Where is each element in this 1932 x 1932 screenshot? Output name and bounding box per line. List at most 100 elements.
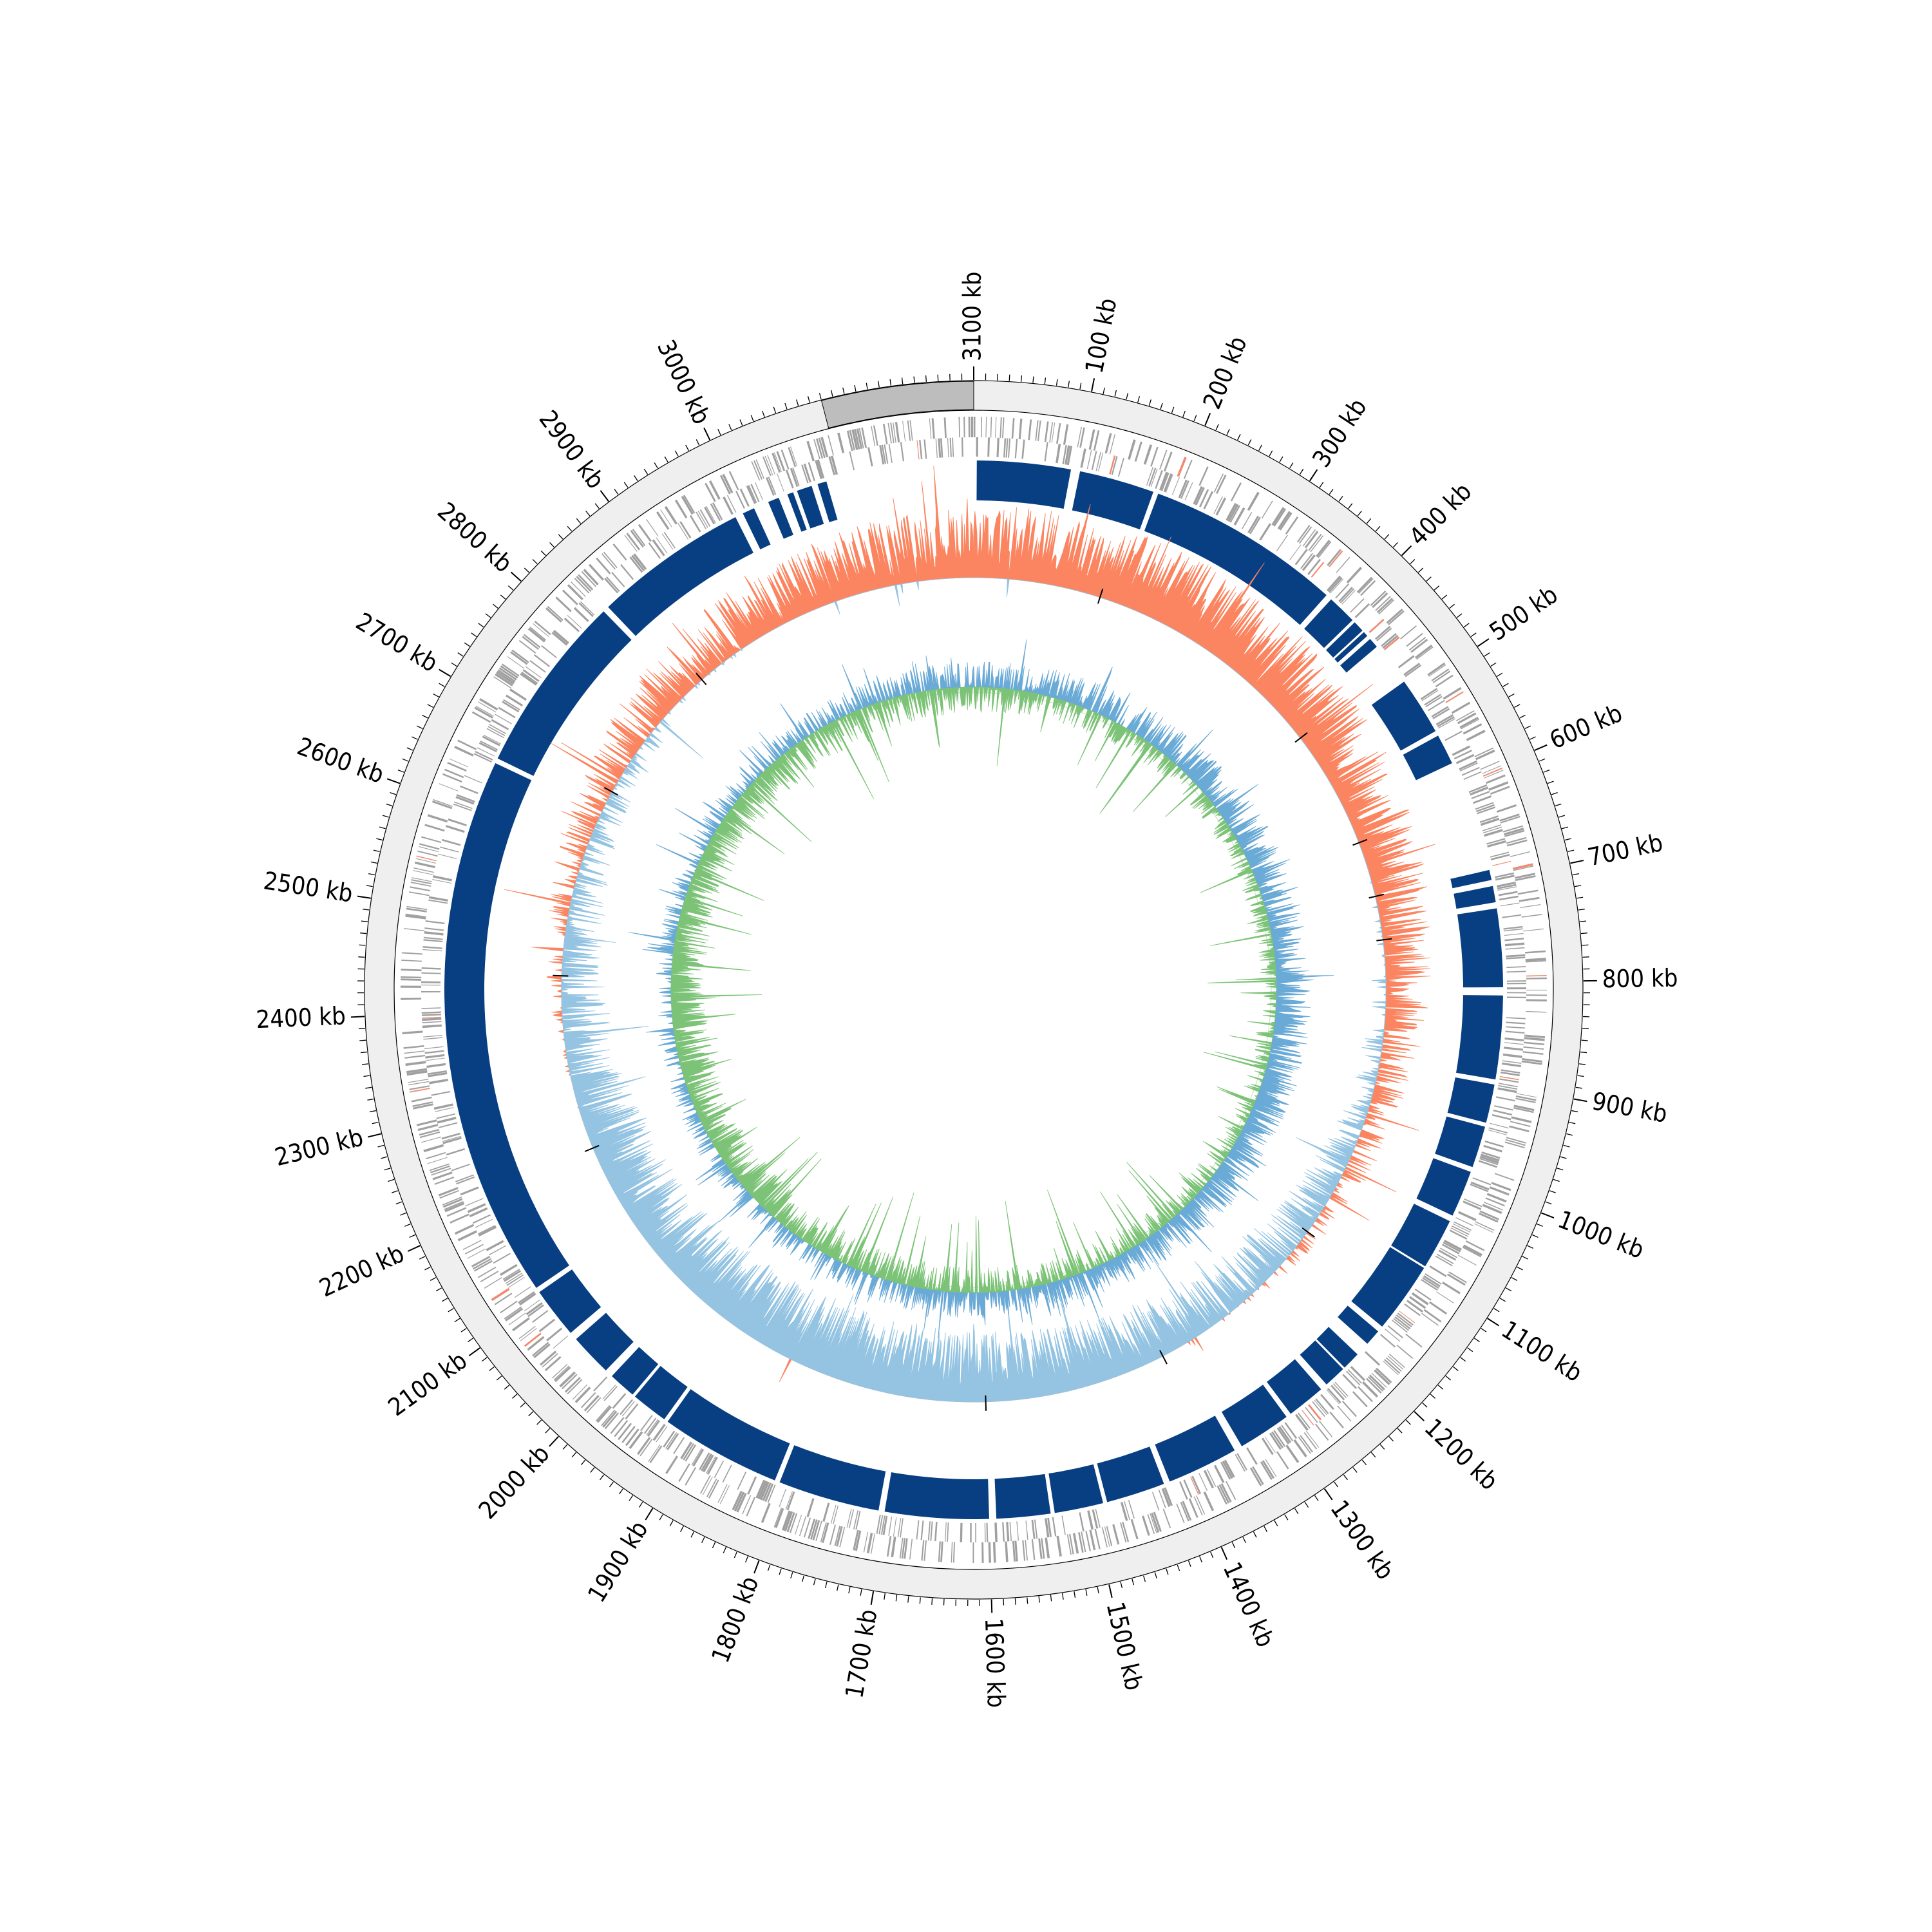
- feature-mark: [1522, 1051, 1544, 1055]
- minor-tick: [1142, 1575, 1146, 1582]
- feature-mark: [1510, 1121, 1531, 1127]
- feature-mark: [625, 1403, 639, 1420]
- minor-tick: [358, 956, 365, 958]
- feature-mark: [1262, 1460, 1275, 1479]
- homology-block: [976, 460, 1072, 509]
- feature-mark: [660, 509, 672, 527]
- feature-mark: [1406, 1300, 1424, 1313]
- feature-mark: [890, 422, 895, 444]
- feature-mark: [820, 437, 829, 458]
- feature-mark: [601, 1409, 616, 1426]
- feature-mark: [1506, 1017, 1526, 1019]
- feature-mark: [705, 482, 716, 502]
- feature-mark: [1191, 1475, 1202, 1495]
- feature-mark: [696, 511, 706, 529]
- feature-mark: [1340, 588, 1355, 603]
- feature-mark: [1334, 1381, 1349, 1397]
- feature-mark: [1506, 966, 1526, 969]
- tick-label: 1700 kb: [840, 1607, 882, 1701]
- feature-mark: [406, 907, 427, 913]
- feature-mark: [1109, 455, 1116, 475]
- feature-mark: [449, 758, 469, 768]
- feature-mark: [1080, 448, 1086, 468]
- feature-mark: [1164, 1487, 1173, 1506]
- homology-block: [1435, 1116, 1486, 1168]
- feature-mark: [1285, 1444, 1300, 1463]
- feature-mark: [1028, 419, 1032, 440]
- tick-label: 900 kb: [1590, 1087, 1670, 1128]
- feature-mark: [1370, 591, 1387, 607]
- feature-mark: [1293, 1439, 1307, 1457]
- feature-mark: [475, 1218, 493, 1228]
- feature-mark: [1405, 1333, 1423, 1348]
- feature-mark: [699, 509, 711, 527]
- feature-mark: [406, 1070, 428, 1076]
- feature-mark: [1273, 508, 1287, 527]
- feature-mark: [1315, 1398, 1329, 1414]
- minor-tick: [361, 920, 368, 922]
- feature-mark: [656, 537, 668, 554]
- feature-mark: [453, 803, 472, 811]
- homology-block: [1340, 639, 1377, 673]
- feature-mark: [1506, 956, 1526, 960]
- feature-mark: [678, 1463, 690, 1482]
- feature-mark: [465, 1198, 484, 1207]
- minor-tick: [382, 815, 389, 818]
- feature-mark: [1193, 1496, 1203, 1516]
- feature-mark: [618, 1423, 632, 1441]
- feature-mark: [441, 838, 461, 846]
- feature-mark: [818, 437, 826, 459]
- minor-tick: [623, 482, 629, 488]
- feature-mark: [1342, 1374, 1358, 1389]
- feature-mark: [815, 438, 824, 459]
- feature-mark: [1454, 1221, 1472, 1231]
- major-tick: [510, 571, 522, 582]
- feature-mark: [1425, 696, 1443, 708]
- minor-tick: [571, 1452, 577, 1458]
- tick-label: 800 kb: [1602, 964, 1678, 994]
- feature-mark: [1261, 1437, 1274, 1455]
- feature-mark: [467, 1248, 486, 1259]
- feature-mark: [564, 618, 580, 632]
- feature-mark: [446, 825, 465, 833]
- minor-tick: [1226, 429, 1230, 435]
- homology-block: [608, 516, 753, 636]
- gc-spike: [1294, 732, 1308, 743]
- feature-mark: [1128, 1500, 1135, 1519]
- feature-mark: [1466, 730, 1486, 741]
- gc-spike: [1352, 838, 1368, 846]
- minor-tick: [745, 1556, 748, 1563]
- feature-mark: [502, 1269, 520, 1280]
- feature-mark: [423, 1037, 443, 1040]
- feature-mark: [1021, 439, 1025, 459]
- feature-mark: [1506, 971, 1526, 973]
- tick-label: 2200 kb: [315, 1239, 408, 1302]
- feature-mark: [762, 456, 772, 477]
- feature-mark: [854, 429, 860, 450]
- feature-mark: [1247, 515, 1260, 534]
- feature-mark: [484, 1277, 502, 1289]
- feature-mark: [442, 1198, 463, 1208]
- minor-tick: [1497, 672, 1503, 677]
- minor-tick: [901, 377, 904, 384]
- feature-mark: [425, 1054, 445, 1059]
- tick-label: 700 kb: [1586, 828, 1665, 871]
- feature-mark: [775, 1508, 784, 1528]
- minor-tick: [1215, 424, 1219, 431]
- feature-mark: [1230, 482, 1242, 502]
- feature-mark: [870, 1533, 875, 1554]
- minor-tick: [1258, 444, 1262, 451]
- feature-mark: [1523, 928, 1544, 932]
- feature-mark: [1153, 1511, 1162, 1532]
- feature-mark: [1159, 471, 1168, 491]
- feature-mark: [494, 1293, 513, 1305]
- feature-mark: [1190, 1477, 1199, 1495]
- feature-mark: [781, 1510, 791, 1531]
- feature-mark: [625, 1428, 639, 1446]
- minor-tick: [1343, 1474, 1348, 1481]
- feature-mark: [421, 1011, 441, 1014]
- feature-mark: [887, 422, 892, 444]
- feature-mark: [1235, 1454, 1245, 1472]
- feature-mark: [1451, 1225, 1470, 1235]
- major-tick: [549, 1435, 559, 1447]
